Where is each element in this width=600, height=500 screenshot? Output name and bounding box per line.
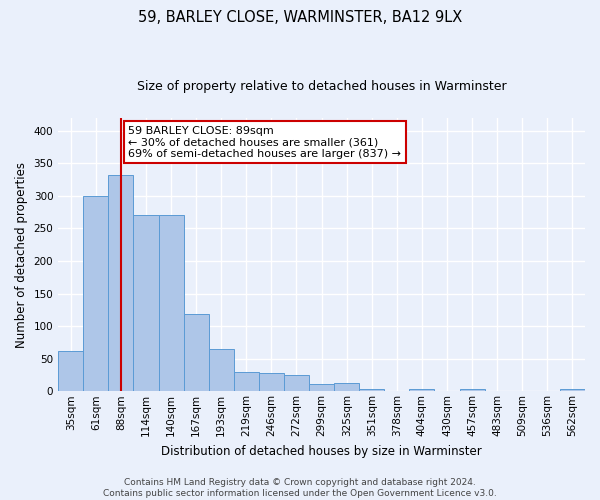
Bar [460, 388, 485, 392]
Bar [334, 384, 359, 392]
Bar [359, 388, 385, 392]
Text: 59 BARLEY CLOSE: 89sqm
← 30% of detached houses are smaller (361)
69% of semi-de: 59 BARLEY CLOSE: 89sqm ← 30% of detached… [128, 126, 401, 159]
Bar [560, 390, 585, 392]
Bar [234, 372, 259, 392]
Bar [209, 349, 234, 392]
Bar [109, 175, 133, 392]
Bar [259, 373, 284, 392]
Bar [284, 375, 309, 392]
Bar [58, 351, 83, 392]
Title: Size of property relative to detached houses in Warminster: Size of property relative to detached ho… [137, 80, 506, 93]
Bar [83, 196, 109, 392]
Bar [409, 388, 434, 392]
Y-axis label: Number of detached properties: Number of detached properties [15, 162, 28, 348]
X-axis label: Distribution of detached houses by size in Warminster: Distribution of detached houses by size … [161, 444, 482, 458]
Bar [133, 216, 158, 392]
Bar [184, 314, 209, 392]
Text: Contains HM Land Registry data © Crown copyright and database right 2024.
Contai: Contains HM Land Registry data © Crown c… [103, 478, 497, 498]
Text: 59, BARLEY CLOSE, WARMINSTER, BA12 9LX: 59, BARLEY CLOSE, WARMINSTER, BA12 9LX [138, 10, 462, 25]
Bar [309, 384, 334, 392]
Bar [158, 216, 184, 392]
